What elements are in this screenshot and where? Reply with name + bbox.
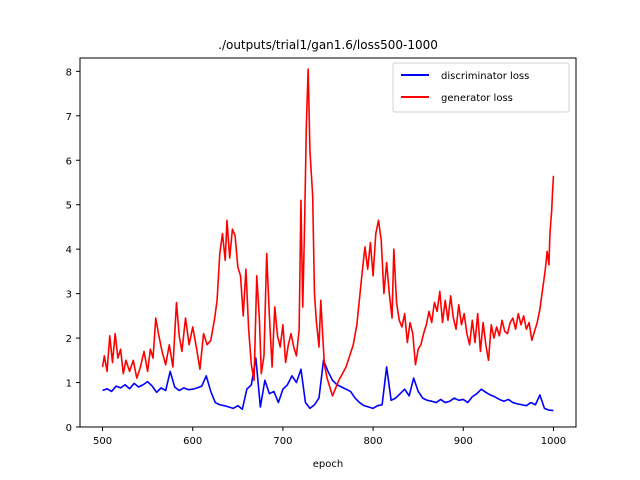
y-tick-label: 1 — [66, 379, 72, 390]
y-tick-label: 5 — [66, 201, 72, 212]
y-axis: 0 1 2 3 4 5 6 7 8 — [66, 67, 80, 434]
y-tick-label: 8 — [66, 67, 72, 78]
x-axis-label: epoch — [313, 459, 343, 470]
y-tick-label: 0 — [66, 423, 72, 434]
plot-area — [79, 57, 577, 428]
y-tick-label: 6 — [66, 156, 72, 167]
legend: discriminator loss generator loss — [392, 62, 570, 113]
generator-loss-line — [101, 68, 555, 397]
legend-label-discriminator: discriminator loss — [441, 71, 529, 82]
plot-frame — [79, 57, 577, 428]
x-tick-label: 800 — [364, 436, 383, 447]
x-tick-label: 1000 — [541, 436, 566, 447]
x-axis: 500 600 700 800 900 1000 — [93, 427, 566, 447]
legend-label-generator: generator loss — [441, 93, 513, 104]
x-tick-label: 700 — [273, 436, 292, 447]
x-tick-label: 900 — [454, 436, 473, 447]
x-tick-label: 500 — [93, 436, 112, 447]
chart-title: ./outputs/trial1/gan1.6/loss500-1000 — [218, 38, 438, 52]
x-tick-label: 600 — [183, 436, 202, 447]
y-tick-label: 3 — [66, 290, 72, 301]
series-layer — [101, 68, 555, 412]
y-tick-label: 4 — [66, 245, 72, 256]
y-tick-label: 2 — [66, 334, 72, 345]
discriminator-loss-line — [102, 357, 554, 412]
y-tick-label: 7 — [66, 112, 72, 123]
legend-box — [392, 62, 570, 113]
